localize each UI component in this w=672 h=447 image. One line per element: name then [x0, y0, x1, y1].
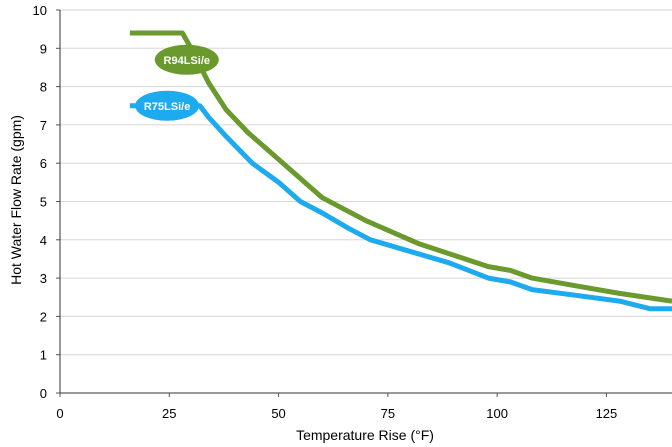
- x-tick-label-0: 0: [56, 406, 63, 421]
- series-labels: R94LSi/e R75LSi/e: [135, 44, 219, 121]
- y-tick-label-5: 5: [40, 195, 47, 210]
- y-tick-label-7: 7: [40, 118, 47, 133]
- y-tick-label-3: 3: [40, 271, 47, 286]
- x-tick-label-50: 50: [271, 406, 285, 421]
- x-tick-labels: 0 25 50 75 100 125: [56, 406, 617, 421]
- y-axis-title: Hot Water Flow Rate (gpm): [8, 115, 24, 285]
- axes: [56, 9, 672, 397]
- series-label-badge-1: [135, 90, 200, 121]
- x-tick-label-75: 75: [381, 406, 395, 421]
- y-tick-label-0: 0: [40, 386, 47, 401]
- series-line-0: [129, 30, 672, 304]
- series-label-text-0: R94LSi/e: [164, 55, 210, 67]
- x-tick-label-125: 125: [596, 406, 618, 421]
- y-tick-label-2: 2: [40, 309, 47, 324]
- y-tick-label-6: 6: [40, 156, 47, 171]
- y-tick-label-1: 1: [40, 348, 47, 363]
- series-line-1: [129, 103, 672, 312]
- series-lines: [129, 30, 672, 312]
- x-axis-title: Temperature Rise (°F): [296, 427, 434, 443]
- y-tick-label-10: 10: [33, 3, 47, 18]
- series-label-badge-0: [154, 44, 219, 75]
- series-label-text-1: R75LSi/e: [144, 101, 190, 113]
- x-tick-label-100: 100: [486, 406, 508, 421]
- y-tick-label-4: 4: [40, 233, 47, 248]
- y-tick-label-9: 9: [40, 41, 47, 56]
- y-tick-label-8: 8: [40, 80, 47, 95]
- x-tick-label-25: 25: [162, 406, 176, 421]
- y-tick-labels: 0 1 2 3 4 5 6 7 8 9 10: [33, 3, 47, 401]
- grid-lines: [60, 9, 672, 356]
